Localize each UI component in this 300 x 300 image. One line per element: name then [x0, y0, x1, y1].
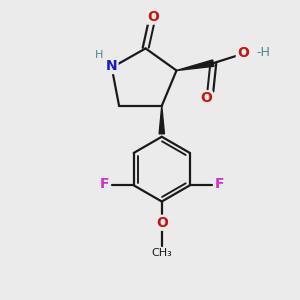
- Text: F: F: [214, 177, 224, 191]
- Text: CH₃: CH₃: [152, 248, 172, 258]
- Text: O: O: [156, 216, 168, 230]
- Text: O: O: [147, 10, 159, 24]
- Text: H: H: [95, 50, 103, 60]
- Text: N: N: [106, 59, 118, 73]
- Polygon shape: [159, 106, 164, 134]
- Text: O: O: [237, 46, 249, 60]
- Text: F: F: [100, 177, 109, 191]
- Polygon shape: [176, 60, 214, 70]
- Text: -H: -H: [256, 46, 271, 59]
- Text: O: O: [200, 92, 212, 106]
